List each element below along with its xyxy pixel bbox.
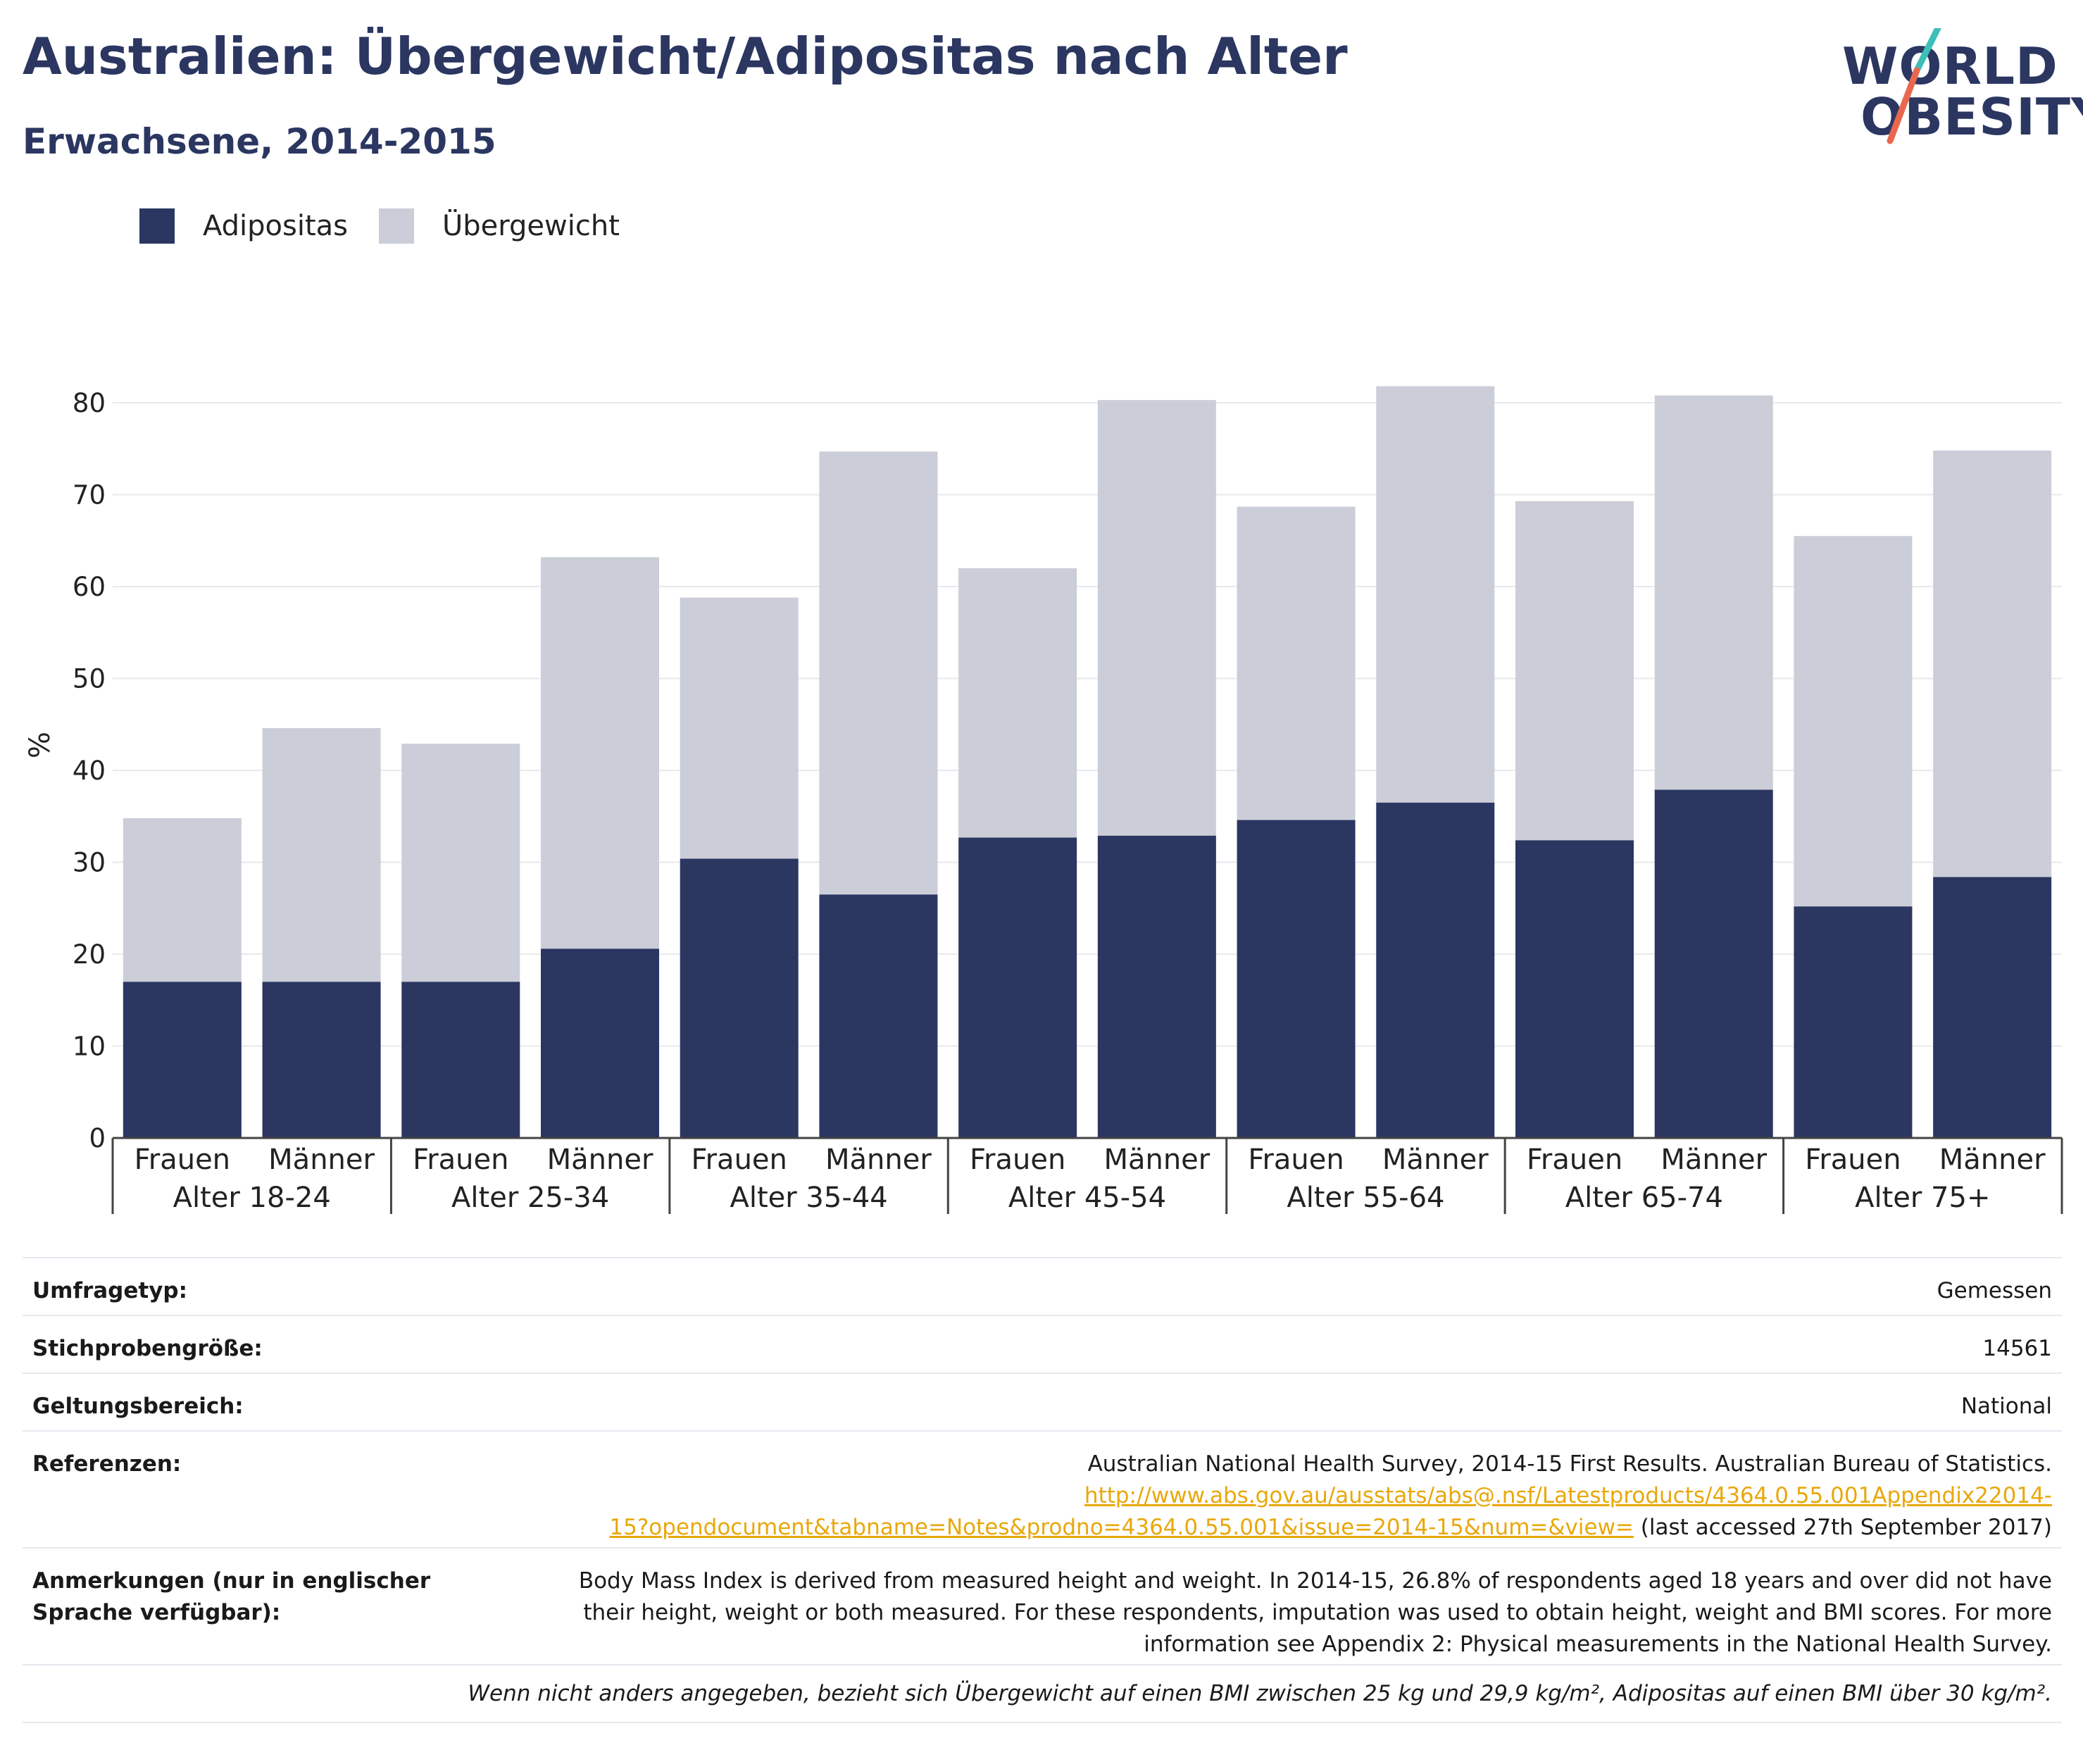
- x-tick-label: Männer: [1103, 1144, 1210, 1176]
- bar-adipositas: [1237, 820, 1356, 1138]
- y-tick-label: 50: [73, 664, 106, 694]
- group-label: Alter 75+: [1855, 1182, 1990, 1214]
- group-label: Alter 18-24: [173, 1182, 331, 1214]
- bar-uebergewicht: [1654, 395, 1773, 790]
- legend-label-adipositas: Adipositas: [203, 210, 349, 242]
- bar-adipositas: [1097, 835, 1216, 1138]
- x-tick-label: Männer: [1382, 1144, 1489, 1176]
- bar-adipositas: [1933, 877, 2052, 1138]
- info-value-scope: National: [1960, 1394, 2052, 1419]
- logo-slash-icon: [1887, 28, 1941, 144]
- y-tick-label: 20: [73, 939, 106, 970]
- info-value-references: Australian National Health Survey, 2014-…: [609, 1449, 2052, 1547]
- info-label-notes: Anmerkungen (nur in englischer Sprache v…: [32, 1568, 431, 1625]
- bar-adipositas: [1376, 802, 1495, 1138]
- info-label-survey-type: Umfragetyp:: [32, 1278, 187, 1303]
- bar-uebergewicht: [958, 568, 1077, 838]
- info-row-sample-size: Stichprobengröße: 14561: [23, 1315, 2062, 1372]
- bar-adipositas: [541, 949, 659, 1138]
- page-title: Australien: Übergewicht/Adipositas nach …: [23, 27, 1348, 86]
- x-tick-label: Frauen: [135, 1144, 230, 1176]
- group-label: Alter 55-64: [1287, 1182, 1444, 1214]
- legend-item-adipositas: Adipositas: [139, 208, 348, 244]
- legend-label-uebergewicht: Übergewicht: [442, 210, 620, 242]
- bar-adipositas: [958, 837, 1077, 1138]
- footnote: Wenn nicht anders angegeben, bezieht sic…: [23, 1664, 2062, 1723]
- bar-uebergewicht: [680, 597, 799, 859]
- info-value-sample-size: 14561: [1982, 1336, 2052, 1361]
- bar-adipositas: [262, 982, 381, 1138]
- info-row-scope: Geltungsbereich: National: [23, 1372, 2062, 1430]
- bar-uebergewicht: [1933, 450, 2052, 877]
- x-tick-label: Frauen: [413, 1144, 508, 1176]
- y-tick-label: 10: [73, 1032, 106, 1062]
- x-tick-label: Frauen: [1805, 1144, 1901, 1176]
- bar-adipositas: [819, 894, 938, 1138]
- y-tick-label: 60: [73, 572, 106, 602]
- bar-adipositas: [1515, 840, 1634, 1138]
- bar-uebergewicht: [262, 727, 381, 982]
- x-tick-label: Männer: [1660, 1144, 1767, 1176]
- bar-uebergewicht: [401, 744, 520, 982]
- bar-adipositas: [123, 982, 242, 1138]
- reference-link-part-1[interactable]: http://www.abs.gov.au/ausstats/abs@.nsf/…: [1084, 1482, 2052, 1508]
- info-label-scope: Geltungsbereich:: [32, 1394, 244, 1419]
- bar-adipositas: [1654, 789, 1773, 1138]
- world-obesity-logo: WORLD OBESITY: [1831, 28, 2083, 148]
- x-tick-label: Frauen: [1527, 1144, 1622, 1176]
- logo-line-1: WORLD: [1842, 37, 2058, 96]
- info-label-references: Referenzen:: [32, 1451, 182, 1477]
- x-tick-label: Männer: [268, 1144, 375, 1176]
- reference-link-part-2[interactable]: 15?opendocument&tabname=Notes&prodno=436…: [609, 1514, 1634, 1540]
- x-tick-label: Männer: [1939, 1144, 2046, 1176]
- group-label: Alter 25-34: [451, 1182, 609, 1214]
- legend-item-uebergewicht: Übergewicht: [379, 208, 620, 244]
- group-label: Alter 45-54: [1008, 1182, 1166, 1214]
- info-value-survey-type: Gemessen: [1937, 1278, 2052, 1303]
- info-row-survey-type: Umfragetyp: Gemessen: [23, 1257, 2062, 1315]
- reference-text: Australian National Health Survey, 2014-…: [1087, 1451, 2052, 1477]
- legend-swatch-adipositas: [139, 208, 175, 244]
- info-label-sample-size: Stichprobengröße:: [32, 1336, 263, 1361]
- bar-uebergewicht: [1237, 506, 1356, 820]
- x-tick-label: Frauen: [692, 1144, 787, 1176]
- bar-uebergewicht: [1376, 386, 1495, 803]
- page-subtitle: Erwachsene, 2014-2015: [23, 121, 496, 162]
- bar-adipositas: [680, 858, 799, 1138]
- group-label: Alter 65-74: [1565, 1182, 1723, 1214]
- bar-uebergewicht: [541, 557, 659, 949]
- info-row-references: Referenzen: Australian National Health S…: [23, 1430, 2062, 1547]
- y-tick-label: 30: [73, 848, 106, 878]
- y-axis-label: %: [24, 732, 56, 758]
- x-tick-label: Frauen: [970, 1144, 1065, 1176]
- bar-uebergewicht: [819, 451, 938, 895]
- info-value-notes: Body Mass Index is derived from measured…: [578, 1568, 2052, 1657]
- bar-adipositas: [1794, 906, 1913, 1138]
- legend-swatch-uebergewicht: [379, 208, 415, 244]
- bar-uebergewicht: [123, 818, 242, 982]
- x-tick-label: Männer: [547, 1144, 653, 1176]
- y-tick-label: 70: [73, 480, 106, 511]
- info-row-notes: Anmerkungen (nur in englischer Sprache v…: [23, 1547, 2062, 1664]
- y-tick-label: 80: [73, 388, 106, 418]
- y-tick-label: 0: [89, 1123, 106, 1153]
- reference-accessed: (last accessed 27th September 2017): [1640, 1514, 2052, 1540]
- y-tick-label: 40: [73, 756, 106, 786]
- info-table: Umfragetyp: Gemessen Stichprobengröße: 1…: [23, 1257, 2062, 1723]
- bar-uebergewicht: [1097, 400, 1216, 836]
- bar-adipositas: [401, 982, 520, 1138]
- chart-legend: Adipositas Übergewicht: [139, 208, 651, 244]
- bar-chart: 0 10 20 30 40 50 60 70 80% Frauen Männer Frauen Männ…: [24, 386, 2063, 1214]
- bar-uebergewicht: [1515, 501, 1634, 841]
- group-label: Alter 35-44: [730, 1182, 887, 1214]
- x-tick-label: Männer: [825, 1144, 932, 1176]
- x-tick-label: Frauen: [1248, 1144, 1344, 1176]
- bar-uebergewicht: [1794, 536, 1913, 907]
